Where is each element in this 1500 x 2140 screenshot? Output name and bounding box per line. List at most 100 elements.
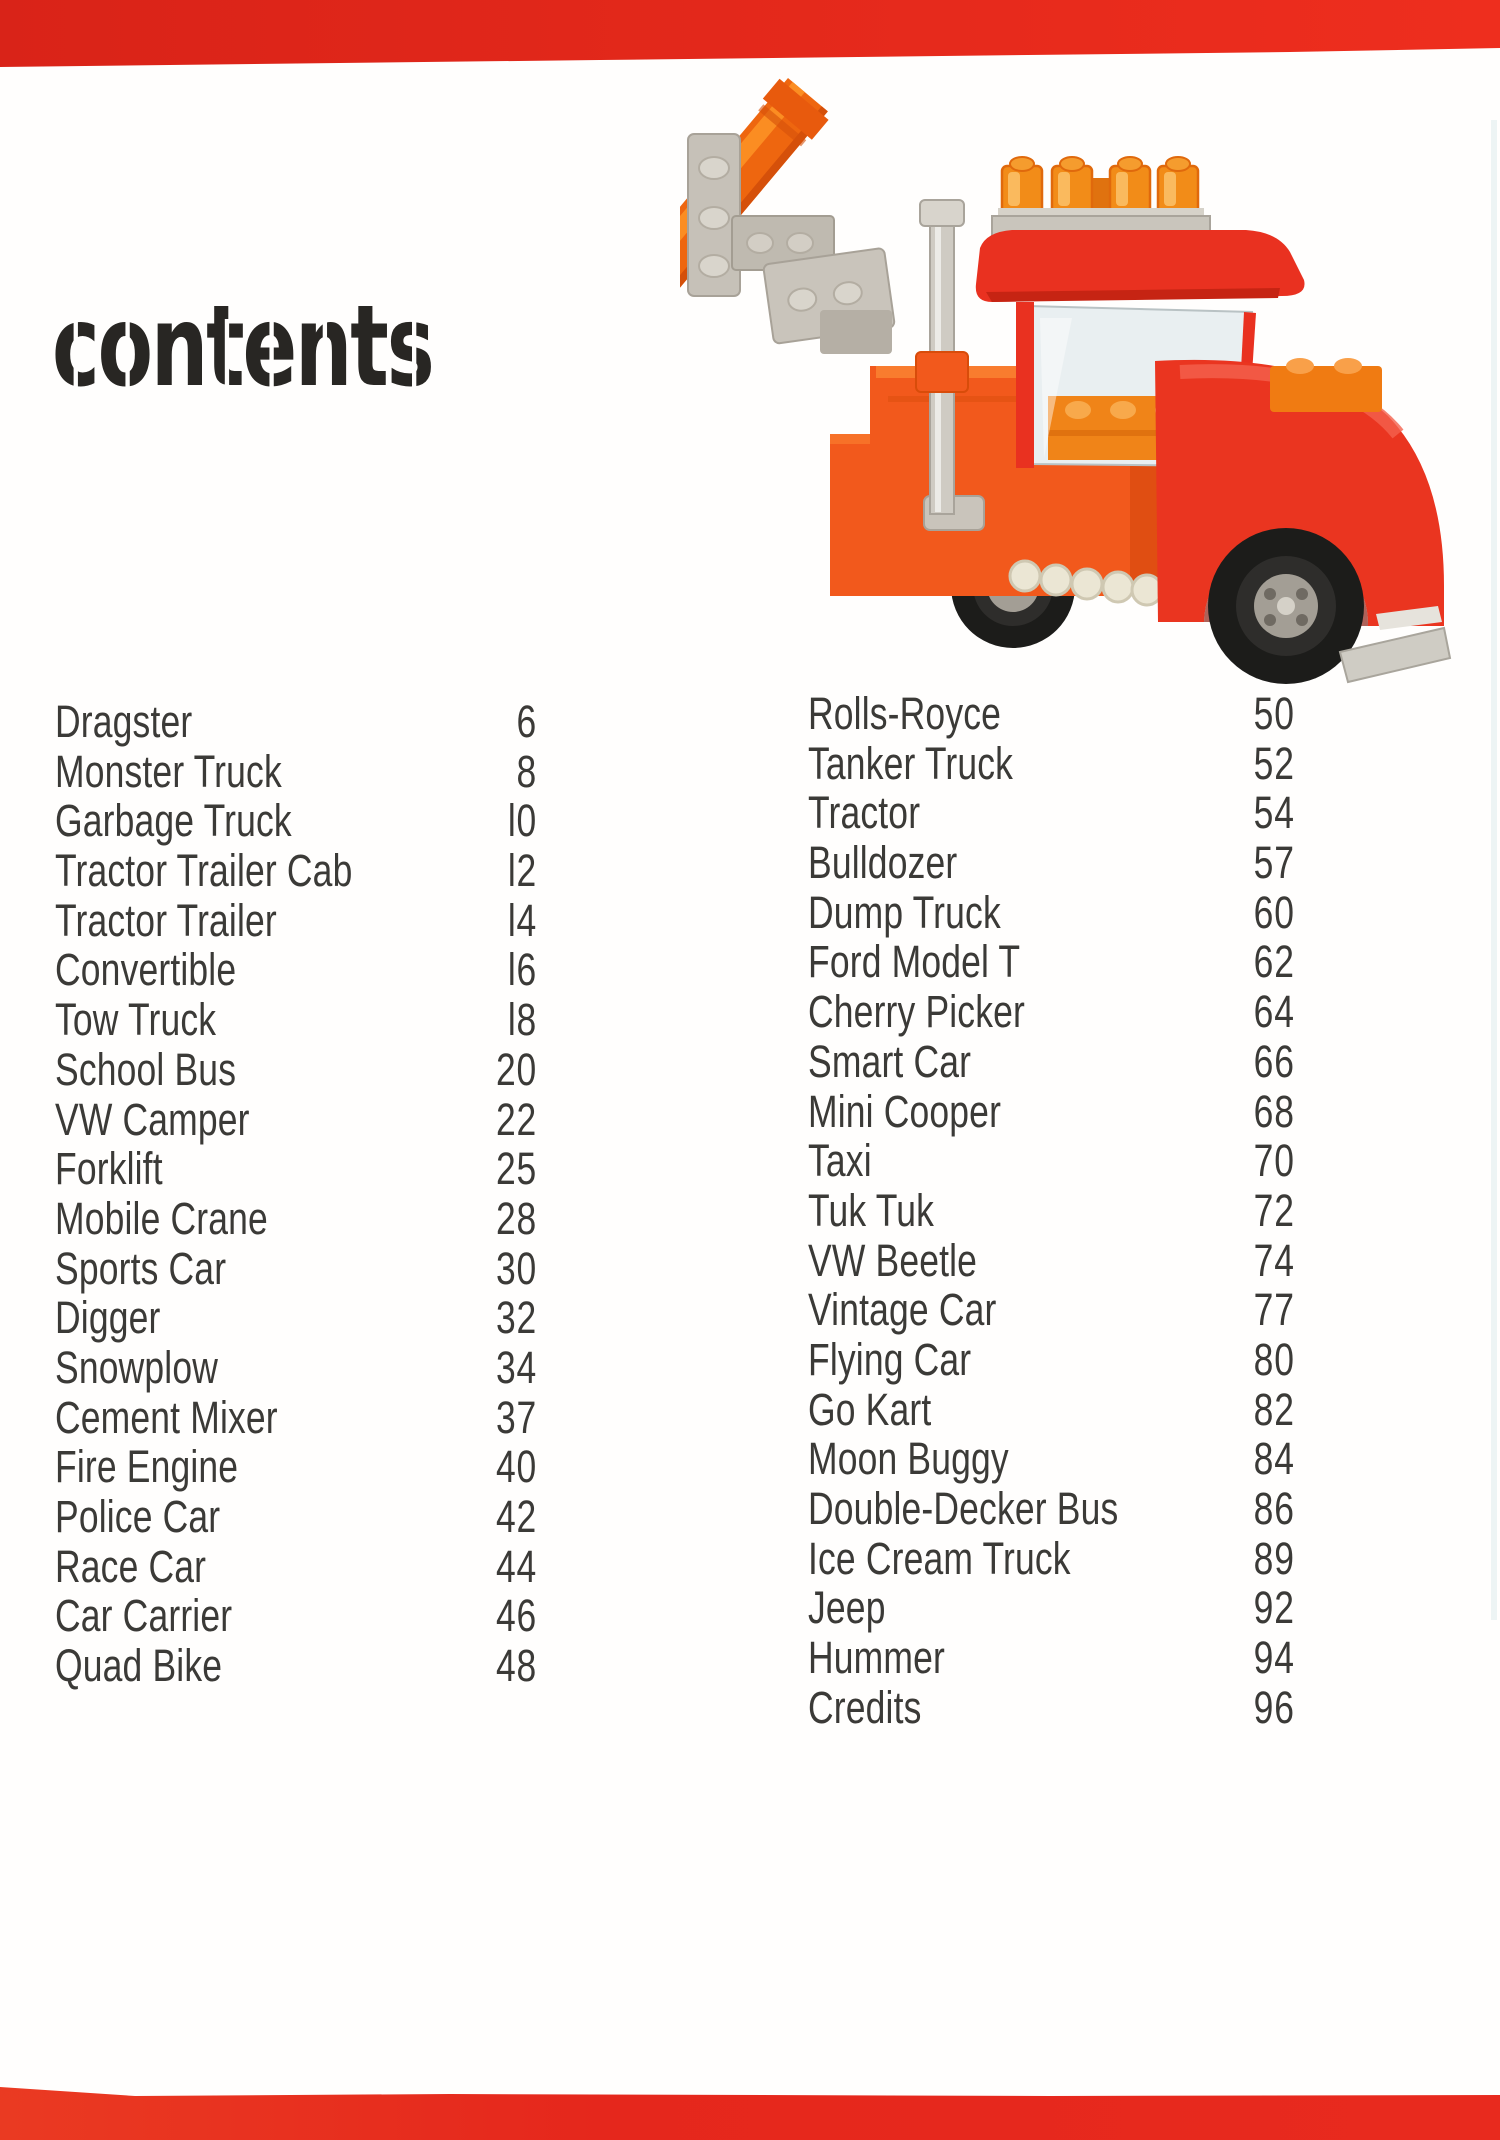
toc-entry-page: 77 [1253,1284,1295,1336]
toc-entry-label: Go Kart [808,1383,932,1435]
toc-row: Taxi 70 [808,1136,1295,1186]
toc-entry-label: Ice Cream Truck [808,1532,1071,1584]
toc-row: School Bus 20 [55,1045,537,1095]
toc-row: Tractor Trailer Cab l2 [55,846,537,896]
toc-entry-page: l2 [507,845,538,897]
toc-entry-label: Hummer [808,1632,945,1684]
toc-row: Dump Truck 60 [808,888,1295,938]
toc-row: VW Beetle 74 [808,1234,1295,1286]
toc-entry-page: 68 [1253,1085,1295,1137]
toc-entry-page: l0 [507,795,538,847]
toc-entry-label: Police Car [55,1491,221,1542]
scan-edge-artifact [1491,120,1497,1620]
stencil-slit [125,319,130,389]
toc-entry-page: l4 [507,894,538,946]
toc-row: Convertible l6 [55,945,537,995]
toc-entry-label: Credits [808,1681,922,1733]
toc-entry-label: Vintage Car [808,1284,997,1336]
toc-entry-page: 72 [1253,1184,1295,1236]
toc-entry-page: 92 [1253,1582,1295,1634]
toc-entry-page: 44 [495,1540,538,1592]
stencil-slit [412,319,417,389]
toc-entry-label: VW Camper [55,1093,250,1145]
toc-row: Snowplow 34 [55,1343,537,1393]
toc-row: Tanker Truck 52 [808,737,1295,789]
toc-column-right: Rolls-Royce 50 Tanker Truck 52 Tractor 5… [808,689,1295,1732]
toc-entry-label: Bulldozer [808,837,958,889]
toc-entry-page: 96 [1253,1681,1295,1733]
toc-row: Police Car 42 [55,1492,537,1542]
toc-entry-label: Tractor Trailer Cab [55,845,353,897]
toc-entry-page: l6 [507,944,538,996]
toc-entry-label: Flying Car [808,1333,972,1385]
toc-entry-label: Snowplow [55,1341,219,1393]
tow-pole-icon [915,199,985,531]
cab-roof-icon [975,230,1305,302]
toc-entry-label: Mobile Crane [55,1192,268,1244]
toc-entry-page: 64 [1253,986,1295,1038]
toc-entry-label: Ford Model T [808,936,1021,988]
top-red-band [0,0,1500,67]
bumper-icon [1338,606,1452,684]
toc-entry-page: 54 [1253,787,1295,839]
toc-entry-page: 80 [1253,1333,1295,1385]
toc-row: Monster Truck 8 [55,745,538,797]
toc-entry-label: Garbage Truck [55,795,292,847]
toc-entry-page: 42 [495,1491,538,1542]
lego-tow-truck-photo [680,78,1452,684]
stencil-slit [224,319,230,389]
toc-entry-page: 66 [1253,1035,1295,1087]
gray-bracket-icon [687,133,896,354]
toc-entry-page: 22 [495,1093,538,1145]
toc-entry-page: 89 [1253,1532,1295,1584]
toc-entry-page: 74 [1253,1234,1295,1286]
toc-entry-page: 52 [1253,737,1295,789]
toc-row: Tractor 54 [808,788,1295,838]
toc-entry-label: Dump Truck [808,886,1001,938]
toc-entry-label: Cement Mixer [55,1391,278,1443]
toc-entry-page: 57 [1253,837,1295,889]
stencil-slit [322,319,328,389]
stencil-slit [73,319,78,389]
toc-row: Double-Decker Bus 86 [808,1484,1295,1534]
toc-entry-page: 62 [1253,936,1295,988]
bottom-red-band [0,2087,1500,2140]
toc-row: Credits 96 [808,1683,1295,1733]
toc-row: Tractor Trailer l4 [55,896,537,946]
toc-row: Bulldozer 57 [808,838,1295,888]
toc-row: Ice Cream Truck 89 [808,1532,1295,1584]
toc-entry-page: 46 [495,1590,538,1642]
toc-entry-page: 48 [495,1640,538,1692]
toc-row: Rolls-Royce 50 [808,689,1295,739]
toc-entry-page: 20 [495,1043,538,1095]
toc-row: Cement Mixer 37 [55,1391,537,1443]
toc-entry-label: Sports Car [55,1242,227,1294]
toc-entry-page: 34 [495,1341,538,1393]
toc-entry-page: 60 [1253,886,1295,938]
toc-entry-label: Jeep [808,1582,886,1634]
toc-entry-page: 6 [516,696,538,747]
toc-entry-label: Tuk Tuk [808,1184,935,1236]
toc-row: Forklift 25 [55,1144,537,1194]
toc-entry-page: 86 [1253,1483,1295,1534]
toc-entry-label: VW Beetle [808,1234,978,1286]
toc-entry-page: 8 [516,745,538,797]
toc-entry-page: 25 [495,1143,538,1195]
toc-row: Sports Car 30 [55,1242,537,1294]
toc-row: Go Kart 82 [808,1383,1295,1435]
page-title-text: contents [52,282,435,412]
toc-entry-label: Car Carrier [55,1590,233,1642]
toc-entry-label: Race Car [55,1540,207,1592]
toc-entry-label: Smart Car [808,1035,972,1087]
toc-entry-label: Dragster [55,696,193,747]
toc-entry-page: 94 [1253,1632,1295,1684]
toc-entry-label: Quad Bike [55,1640,223,1692]
toc-entry-label: School Bus [55,1043,237,1095]
toc-row: Mobile Crane 28 [55,1194,537,1244]
toc-entry-label: Tractor [808,787,921,839]
page-title: contents [52,291,435,403]
toc-entry-label: Taxi [808,1135,872,1187]
toc-entry-label: Tow Truck [55,994,217,1046]
toc-row: Vintage Car 77 [808,1285,1295,1335]
